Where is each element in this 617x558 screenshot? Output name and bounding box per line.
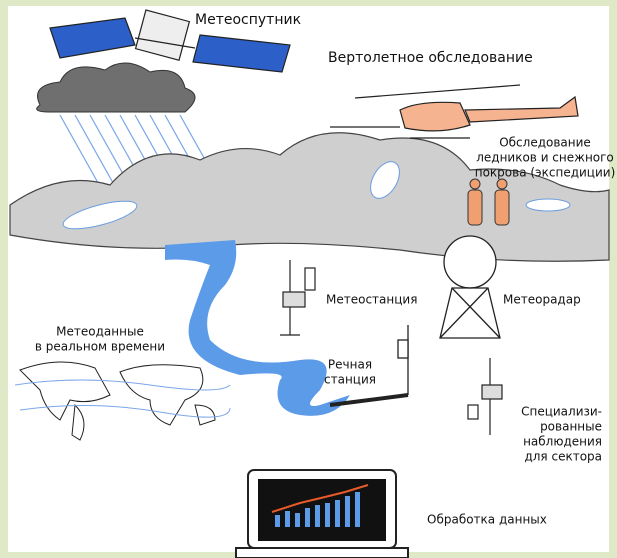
label-helicopter: Вертолетное обследование xyxy=(328,50,533,66)
label-sector: рованные xyxy=(540,420,602,434)
label-sector: наблюдения xyxy=(523,435,602,449)
label-glacier: ледников и снежного xyxy=(476,151,614,165)
label-sector: для сектора xyxy=(524,450,602,464)
label-glacier: Обследование xyxy=(499,136,591,150)
label-realtime: в реальном времени xyxy=(35,340,165,354)
label-processing: Обработка данных xyxy=(427,513,547,527)
label-weather-station: Метеостанция xyxy=(326,293,417,307)
label-sector: Специализи- xyxy=(521,405,602,419)
laptop xyxy=(236,470,408,558)
label-river-station: станция xyxy=(324,373,376,387)
label-radar: Метеорадар xyxy=(503,293,581,307)
label-satellite: Метеоспутник xyxy=(195,12,301,28)
label-glacier: покрова (экспедиции) xyxy=(475,166,616,180)
label-river-station: Речная xyxy=(328,358,372,372)
label-realtime: Метеоданные xyxy=(56,325,144,339)
diagram: Метеоспутник Вертолетное обследование Об… xyxy=(0,0,617,558)
